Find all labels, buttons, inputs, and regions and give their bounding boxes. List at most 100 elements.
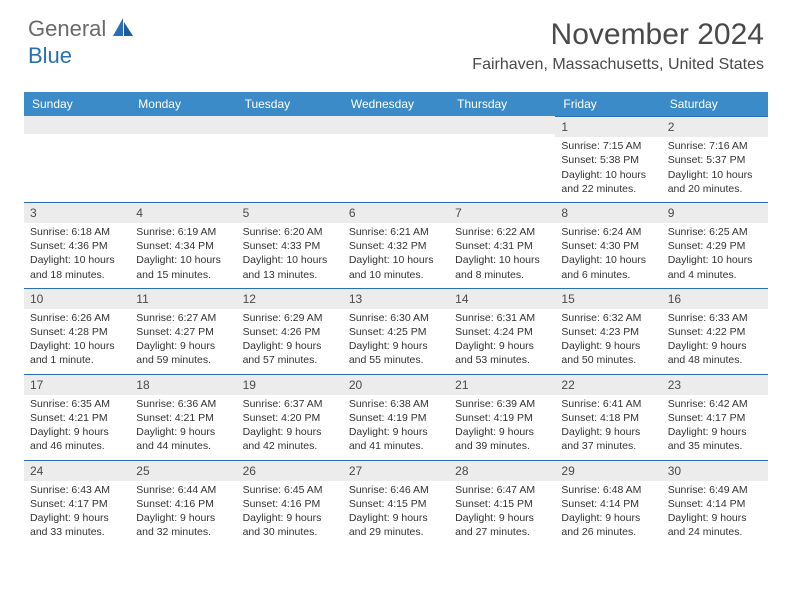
day-number: 2 (662, 116, 768, 137)
day-body: Sunrise: 6:41 AMSunset: 4:18 PMDaylight:… (555, 395, 661, 460)
day-body: Sunrise: 6:27 AMSunset: 4:27 PMDaylight:… (130, 309, 236, 374)
day-body: Sunrise: 6:29 AMSunset: 4:26 PMDaylight:… (237, 309, 343, 374)
sunrise-text: Sunrise: 6:30 AM (349, 311, 443, 325)
day-number: 17 (24, 374, 130, 395)
sunset-text: Sunset: 4:20 PM (243, 411, 337, 425)
sunrise-text: Sunrise: 7:15 AM (561, 139, 655, 153)
empty-day-cell (24, 116, 130, 202)
sunrise-text: Sunrise: 6:45 AM (243, 483, 337, 497)
day-number: 25 (130, 460, 236, 481)
daylight-text: Daylight: 9 hours and 35 minutes. (668, 425, 762, 453)
day-body: Sunrise: 6:36 AMSunset: 4:21 PMDaylight:… (130, 395, 236, 460)
day-body: Sunrise: 6:32 AMSunset: 4:23 PMDaylight:… (555, 309, 661, 374)
day-cell: 4Sunrise: 6:19 AMSunset: 4:34 PMDaylight… (130, 202, 236, 288)
day-body: Sunrise: 6:20 AMSunset: 4:33 PMDaylight:… (237, 223, 343, 288)
weekday-header-row: Sunday Monday Tuesday Wednesday Thursday… (24, 92, 768, 116)
day-number: 29 (555, 460, 661, 481)
daylight-text: Daylight: 9 hours and 26 minutes. (561, 511, 655, 539)
day-body: Sunrise: 6:48 AMSunset: 4:14 PMDaylight:… (555, 481, 661, 546)
day-cell: 17Sunrise: 6:35 AMSunset: 4:21 PMDayligh… (24, 374, 130, 460)
day-cell: 21Sunrise: 6:39 AMSunset: 4:19 PMDayligh… (449, 374, 555, 460)
sunset-text: Sunset: 4:34 PM (136, 239, 230, 253)
day-cell: 7Sunrise: 6:22 AMSunset: 4:31 PMDaylight… (449, 202, 555, 288)
calendar-week: 10Sunrise: 6:26 AMSunset: 4:28 PMDayligh… (24, 288, 768, 374)
sunrise-text: Sunrise: 6:49 AM (668, 483, 762, 497)
daylight-text: Daylight: 10 hours and 6 minutes. (561, 253, 655, 281)
day-cell: 5Sunrise: 6:20 AMSunset: 4:33 PMDaylight… (237, 202, 343, 288)
day-body: Sunrise: 6:44 AMSunset: 4:16 PMDaylight:… (130, 481, 236, 546)
page-header: General Blue November 2024 Fairhaven, Ma… (0, 0, 792, 82)
day-cell: 15Sunrise: 6:32 AMSunset: 4:23 PMDayligh… (555, 288, 661, 374)
sunset-text: Sunset: 5:38 PM (561, 153, 655, 167)
sunrise-text: Sunrise: 6:43 AM (30, 483, 124, 497)
day-number: 11 (130, 288, 236, 309)
weekday-label: Friday (555, 92, 661, 116)
day-number: 21 (449, 374, 555, 395)
daylight-text: Daylight: 10 hours and 4 minutes. (668, 253, 762, 281)
day-cell: 3Sunrise: 6:18 AMSunset: 4:36 PMDaylight… (24, 202, 130, 288)
sunset-text: Sunset: 4:21 PM (136, 411, 230, 425)
day-body: Sunrise: 6:45 AMSunset: 4:16 PMDaylight:… (237, 481, 343, 546)
sunrise-text: Sunrise: 6:18 AM (30, 225, 124, 239)
sunset-text: Sunset: 4:30 PM (561, 239, 655, 253)
sunrise-text: Sunrise: 6:19 AM (136, 225, 230, 239)
sunrise-text: Sunrise: 6:21 AM (349, 225, 443, 239)
day-cell: 26Sunrise: 6:45 AMSunset: 4:16 PMDayligh… (237, 460, 343, 546)
sunset-text: Sunset: 4:33 PM (243, 239, 337, 253)
day-number: 13 (343, 288, 449, 309)
daylight-text: Daylight: 9 hours and 30 minutes. (243, 511, 337, 539)
day-number: 6 (343, 202, 449, 223)
daylight-text: Daylight: 10 hours and 8 minutes. (455, 253, 549, 281)
daylight-text: Daylight: 9 hours and 27 minutes. (455, 511, 549, 539)
day-cell: 16Sunrise: 6:33 AMSunset: 4:22 PMDayligh… (662, 288, 768, 374)
day-body: Sunrise: 6:43 AMSunset: 4:17 PMDaylight:… (24, 481, 130, 546)
day-number: 7 (449, 202, 555, 223)
sunset-text: Sunset: 4:14 PM (668, 497, 762, 511)
daylight-text: Daylight: 9 hours and 44 minutes. (136, 425, 230, 453)
day-number: 16 (662, 288, 768, 309)
month-title: November 2024 (472, 18, 764, 52)
daylight-text: Daylight: 10 hours and 1 minute. (30, 339, 124, 367)
weekday-label: Monday (130, 92, 236, 116)
day-cell: 27Sunrise: 6:46 AMSunset: 4:15 PMDayligh… (343, 460, 449, 546)
day-number: 10 (24, 288, 130, 309)
day-cell: 23Sunrise: 6:42 AMSunset: 4:17 PMDayligh… (662, 374, 768, 460)
daylight-text: Daylight: 10 hours and 10 minutes. (349, 253, 443, 281)
calendar-week: 24Sunrise: 6:43 AMSunset: 4:17 PMDayligh… (24, 460, 768, 546)
daylight-text: Daylight: 9 hours and 29 minutes. (349, 511, 443, 539)
day-body: Sunrise: 6:49 AMSunset: 4:14 PMDaylight:… (662, 481, 768, 546)
day-number: 4 (130, 202, 236, 223)
daylight-text: Daylight: 9 hours and 33 minutes. (30, 511, 124, 539)
logo-sail-icon (113, 18, 135, 41)
sunset-text: Sunset: 4:15 PM (349, 497, 443, 511)
sunrise-text: Sunrise: 6:31 AM (455, 311, 549, 325)
day-cell: 11Sunrise: 6:27 AMSunset: 4:27 PMDayligh… (130, 288, 236, 374)
sunset-text: Sunset: 4:27 PM (136, 325, 230, 339)
sunset-text: Sunset: 4:15 PM (455, 497, 549, 511)
day-cell: 10Sunrise: 6:26 AMSunset: 4:28 PMDayligh… (24, 288, 130, 374)
sunrise-text: Sunrise: 6:47 AM (455, 483, 549, 497)
weekday-label: Wednesday (343, 92, 449, 116)
daylight-text: Daylight: 9 hours and 39 minutes. (455, 425, 549, 453)
day-number: 9 (662, 202, 768, 223)
sunset-text: Sunset: 4:19 PM (349, 411, 443, 425)
weeks-container: 1Sunrise: 7:15 AMSunset: 5:38 PMDaylight… (24, 116, 768, 545)
sunrise-text: Sunrise: 6:36 AM (136, 397, 230, 411)
daylight-text: Daylight: 9 hours and 32 minutes. (136, 511, 230, 539)
day-body: Sunrise: 6:38 AMSunset: 4:19 PMDaylight:… (343, 395, 449, 460)
sunset-text: Sunset: 4:21 PM (30, 411, 124, 425)
day-body: Sunrise: 6:25 AMSunset: 4:29 PMDaylight:… (662, 223, 768, 288)
logo-line1: General (28, 16, 106, 41)
day-number: 28 (449, 460, 555, 481)
day-body: Sunrise: 6:18 AMSunset: 4:36 PMDaylight:… (24, 223, 130, 288)
empty-day-bar (449, 116, 555, 134)
daylight-text: Daylight: 9 hours and 48 minutes. (668, 339, 762, 367)
sunset-text: Sunset: 4:18 PM (561, 411, 655, 425)
daylight-text: Daylight: 9 hours and 37 minutes. (561, 425, 655, 453)
sunrise-text: Sunrise: 6:22 AM (455, 225, 549, 239)
day-body: Sunrise: 6:19 AMSunset: 4:34 PMDaylight:… (130, 223, 236, 288)
sunrise-text: Sunrise: 6:25 AM (668, 225, 762, 239)
sunrise-text: Sunrise: 6:38 AM (349, 397, 443, 411)
daylight-text: Daylight: 9 hours and 50 minutes. (561, 339, 655, 367)
daylight-text: Daylight: 10 hours and 20 minutes. (668, 168, 762, 196)
